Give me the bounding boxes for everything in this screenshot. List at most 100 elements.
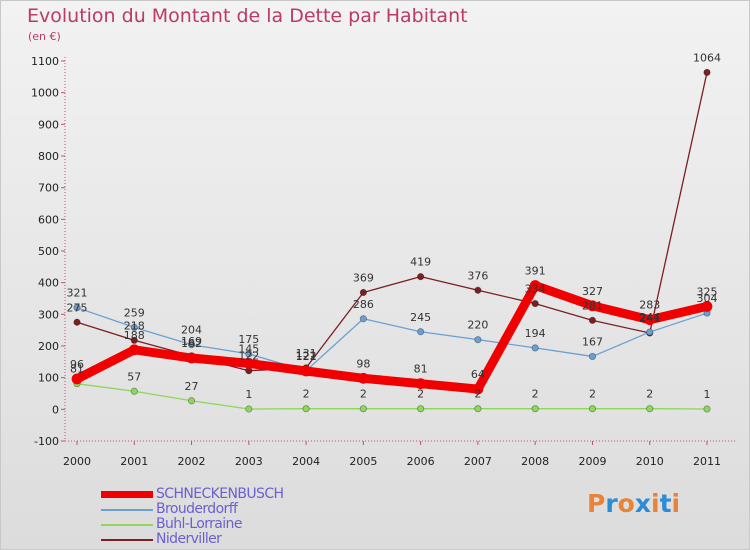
data-label: 334 [525,283,546,296]
y-tick-label: 1100 [31,55,59,68]
legend-label: Buhl-Lorraine [156,516,242,532]
data-label: 2 [532,388,539,401]
y-tick-label: 400 [38,277,59,290]
data-point [417,273,425,281]
x-tick-label: 2004 [292,455,320,468]
data-point [71,373,83,385]
proxiti-logo: Proxiti [587,489,680,518]
data-point [587,300,598,312]
data-label: 419 [410,256,431,269]
data-point [474,405,482,413]
data-label: 2 [589,388,596,401]
y-tick-label: 300 [38,308,59,321]
data-label: 286 [353,298,374,311]
data-label: 96 [70,358,84,371]
data-point [186,352,197,364]
chart-title: Evolution du Montant de la Dette par Hab… [27,5,468,27]
data-label: 259 [124,306,145,319]
axes: -100 0 100 200 300 400 500 600 700 800 900 1000 1100… [31,55,737,468]
y-tick-label: 0 [52,403,59,416]
series-line-schneckenbusch [72,281,712,394]
x-tick-label: 2010 [636,455,664,468]
data-point [359,288,367,297]
data-point [588,352,597,361]
data-label: 204 [181,324,202,337]
data-point [644,314,656,326]
data-label: 304 [697,292,718,305]
y-tick-label: 200 [38,340,59,353]
data-label: 218 [124,319,145,332]
data-label: 376 [467,269,488,282]
data-label: 98 [356,357,370,370]
y-tick-label: 100 [38,372,59,385]
data-label: 121 [296,350,317,363]
x-tick-label: 2009 [578,455,606,468]
logo-letter: x [634,489,651,518]
legend-label: SCHNECKENBUSCH [156,486,284,502]
data-point [531,344,539,352]
data-point [531,405,539,413]
data-point [73,304,81,312]
data-point [73,318,81,326]
data-label: 244 [639,311,660,324]
data-point [474,286,482,294]
data-point [703,405,711,413]
data-point [245,405,253,413]
x-tick-label: 2003 [235,455,263,468]
data-label: 2 [360,388,367,401]
data-point [703,68,711,77]
data-point [359,315,367,323]
data-label: 64 [471,368,485,381]
y-tick-label: 900 [38,118,59,131]
data-label: 57 [127,370,141,383]
data-point [359,405,367,413]
data-point [474,336,482,344]
series-line-brouderdorff [76,307,708,372]
legend-label: Niderviller [156,531,222,547]
data-label: 1064 [693,51,721,64]
x-tick-label: 2011 [693,455,721,468]
data-label: 281 [582,299,603,312]
data-point [529,280,541,291]
data-point [245,350,253,358]
data-label: 391 [525,265,546,278]
y-tick-label: 1000 [31,87,59,100]
data-label: 245 [410,311,431,324]
x-tick-label: 2000 [63,455,91,468]
y-tick-label: 600 [38,213,59,226]
data-label: 27 [185,380,199,393]
data-label: 2 [417,388,424,401]
legend-swatch [101,539,153,541]
logo-letter: t [659,489,672,518]
logo-letter: o [617,489,635,518]
data-label: 188 [124,329,145,342]
y-tick-label: 700 [38,182,59,195]
data-point [130,387,138,395]
data-point [187,397,196,405]
x-tick-label: 2005 [349,455,377,468]
data-point [701,301,713,312]
data-point [243,358,255,369]
data-label: 81 [70,363,84,376]
logo-letter: r [605,489,618,518]
legend-swatch [101,491,153,498]
series-line-buhl-lorraine [76,383,708,410]
logo-letter: P [587,489,606,518]
data-point [472,383,484,395]
data-label: 81 [414,363,428,376]
x-tick-label: 2007 [464,455,492,468]
data-label: 122 [296,350,317,363]
y-tick-label: 800 [38,150,59,163]
data-label: 145 [238,342,259,355]
data-label: 321 [67,287,88,300]
data-label: 241 [639,312,660,325]
legend-swatch [101,509,153,511]
unit-label: (en €) [28,30,61,43]
data-label: 1 [704,388,711,401]
logo-letter: i [671,489,681,518]
data-label: 327 [582,285,603,298]
data-label: 131 [296,347,317,360]
data-label: 162 [181,337,202,350]
x-tick-label: 2001 [120,455,148,468]
data-point [130,336,138,344]
